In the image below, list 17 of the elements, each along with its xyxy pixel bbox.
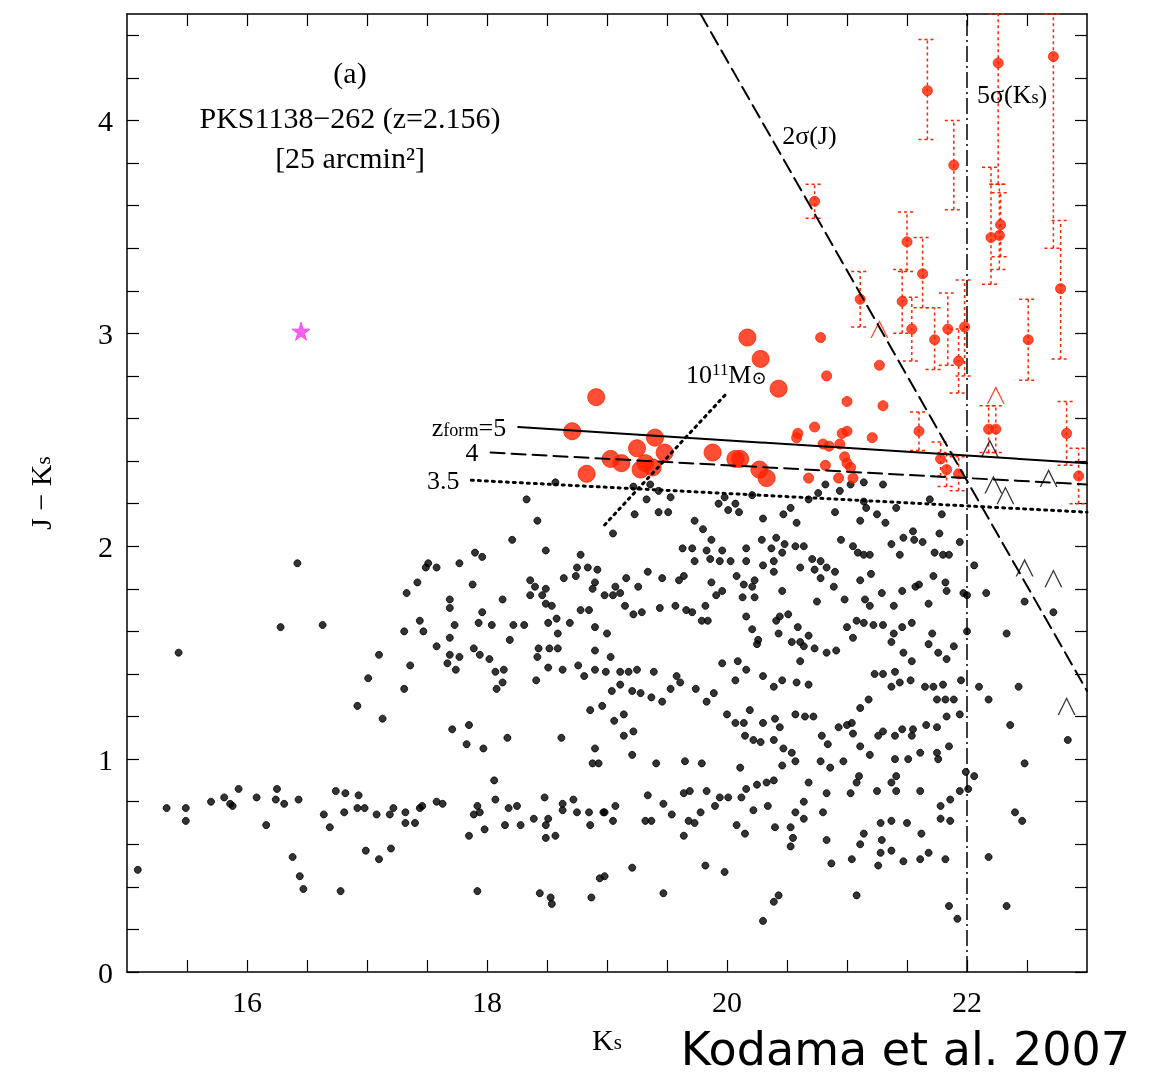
x-axis-title: Ks xyxy=(592,1022,622,1056)
y-tick-label: 1 xyxy=(98,742,113,776)
series-label: 2σ(J) xyxy=(782,121,837,151)
series-label: 3.5 xyxy=(426,465,460,495)
y-tick-label: 2 xyxy=(98,529,113,563)
ref-line-label: 5σ(Ks) xyxy=(977,79,1048,109)
y-tick-label: 4 xyxy=(98,103,113,137)
text: Kodama et al. 2007 xyxy=(680,1022,1130,1074)
x-tick-label: 18 xyxy=(472,984,502,1018)
text: (a) xyxy=(333,55,367,90)
y-tick-label: 3 xyxy=(98,316,113,350)
x-tick-label: 22 xyxy=(952,984,982,1018)
x-tick-label: 20 xyxy=(712,984,742,1018)
text: PKS1138−262 (z=2.156) [25 arcmin²] xyxy=(199,100,501,174)
x-tick-label: 16 xyxy=(232,984,262,1018)
y-axis-title: J − Ks xyxy=(23,456,57,530)
y-tick-label: 0 xyxy=(98,955,113,989)
